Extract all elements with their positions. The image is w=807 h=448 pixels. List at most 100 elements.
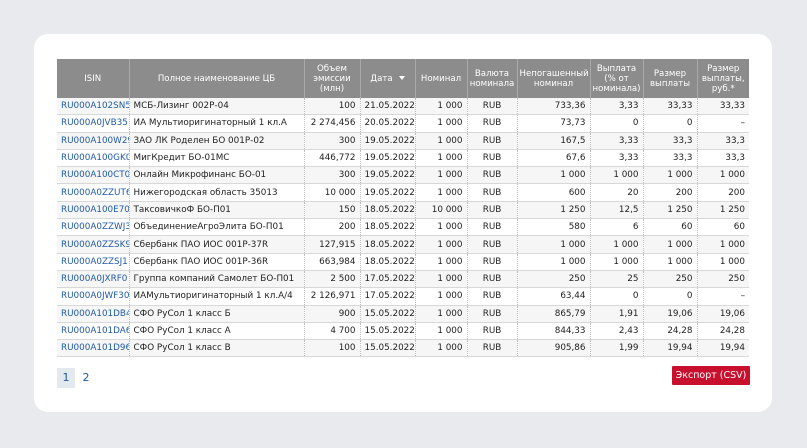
- cell-isin-link[interactable]: RU000A0JWF30: [57, 287, 130, 306]
- page-button-2[interactable]: 2: [77, 368, 95, 388]
- column-header-label: Дата: [370, 73, 393, 84]
- cell-payment-rub: 19,94: [697, 339, 749, 358]
- cell-date: 15.05.2022: [360, 305, 416, 323]
- cell-security-name: ИА Мультиоригинаторный 1 кл.А: [129, 114, 305, 133]
- cell-isin-link[interactable]: RU000A100CT0: [57, 166, 130, 185]
- column-header-date[interactable]: Дата: [360, 59, 416, 98]
- cell-security-name: СФО РуСол 1 класс А: [129, 322, 305, 341]
- column-header-label: Размер выплаты: [649, 68, 691, 89]
- table-row: RU000A0ZZUT6 Нижегородская область 35013 1…: [57, 183, 749, 202]
- column-header-isin[interactable]: ISIN: [57, 59, 130, 98]
- cell-nominal: 1 000: [415, 98, 468, 116]
- cell-outstanding-nominal: 844,33: [517, 322, 591, 341]
- cell-payment-rub: 19,06: [697, 305, 749, 323]
- cell-nominal: 1 000: [415, 183, 468, 202]
- cell-nominal: 1 000: [415, 218, 468, 237]
- cell-outstanding-nominal: 1 000: [517, 253, 591, 271]
- cell-payment-size: 1 000: [643, 166, 698, 185]
- table-row: RU000A101DB4 СФО РуСол 1 класс Б 900 15.05.…: [57, 305, 749, 323]
- cell-isin-link[interactable]: RU000A0ZZSJ1: [57, 253, 130, 271]
- column-header-outstanding-nominal[interactable]: Непогашенный номинал: [517, 59, 591, 98]
- cell-isin-link[interactable]: RU000A0ZZWJ3: [57, 218, 130, 237]
- cell-issue-volume: 150: [304, 201, 361, 220]
- cell-date: 18.05.2022: [360, 201, 416, 220]
- cell-payment-percent: 0: [590, 287, 644, 306]
- table-row: RU000A100GK0 МигКредит БО-01МС 446,772 19.0…: [57, 149, 749, 168]
- table-row: RU000A100W29 ЗАО ЛК Роделен БО 001Р-02 300…: [57, 132, 749, 150]
- cell-isin-link[interactable]: RU000A100E70: [57, 201, 130, 220]
- table-row: RU000A0ZZWJ3 ОбъединениеАгроЭлита БО-П01 2…: [57, 218, 749, 237]
- cell-payment-size: 250: [643, 270, 698, 289]
- cell-isin-link[interactable]: RU000A0ZZUT6: [57, 183, 130, 202]
- cell-security-name: ОбъединениеАгроЭлита БО-П01: [129, 218, 305, 237]
- cell-isin-link[interactable]: RU000A0JXRF0: [57, 270, 130, 289]
- table-row: RU000A0ZZSK9 Сбербанк ПАО ИОС 001Р-37R 127…: [57, 235, 749, 254]
- column-header-nominal[interactable]: Номинал: [415, 59, 468, 98]
- page-button-1[interactable]: 1: [57, 368, 75, 388]
- cell-currency: RUB: [467, 201, 518, 220]
- column-header-full-name[interactable]: Полное наименование ЦБ: [129, 59, 305, 98]
- cell-isin-link[interactable]: RU000A100W29: [57, 132, 130, 150]
- cell-payment-percent: 0: [590, 114, 644, 133]
- cell-currency: RUB: [467, 183, 518, 202]
- cell-currency: RUB: [467, 253, 518, 271]
- cell-outstanding-nominal: 63,44: [517, 287, 591, 306]
- cell-payment-percent: 12,5: [590, 201, 644, 220]
- cell-payment-size: 1 000: [643, 235, 698, 254]
- cell-isin-link[interactable]: RU000A100GK0: [57, 149, 130, 168]
- cell-payment-size: 200: [643, 183, 698, 202]
- cell-security-name: Сбербанк ПАО ИОС 001Р-36R: [129, 253, 305, 271]
- cell-nominal: 1 000: [415, 114, 468, 133]
- column-header-issue-volume[interactable]: Объем эмиссии (млн): [304, 59, 361, 98]
- cell-issue-volume: 663,984: [304, 253, 361, 271]
- cell-issue-volume: 2 274,456: [304, 114, 361, 133]
- cell-isin-link[interactable]: RU000A101D96: [57, 339, 130, 358]
- column-header-currency[interactable]: Валюта номинала: [467, 59, 518, 98]
- cell-outstanding-nominal: 1 250: [517, 201, 591, 220]
- cell-isin-link[interactable]: RU000A102SN5: [57, 98, 130, 116]
- cell-issue-volume: 200: [304, 218, 361, 237]
- cell-issue-volume: 4 700: [304, 322, 361, 341]
- cell-nominal: 1 000: [415, 339, 468, 358]
- cell-currency: RUB: [467, 339, 518, 358]
- cell-isin-link[interactable]: RU000A0ZZSK9: [57, 235, 130, 254]
- cell-payment-rub: 33,3: [697, 132, 749, 150]
- cell-payment-size: 19,94: [643, 339, 698, 358]
- column-header-payment-size[interactable]: Размер выплаты: [643, 59, 698, 98]
- cell-isin-link[interactable]: RU000A101DA6: [57, 322, 130, 341]
- cell-date: 21.05.2022: [360, 98, 416, 116]
- cell-payment-percent: 25: [590, 270, 644, 289]
- content-card: ISIN Полное наименование ЦБ Объем эмиссии …: [34, 34, 772, 412]
- cell-date: 18.05.2022: [360, 253, 416, 271]
- cell-security-name: СФО РуСол 1 класс Б: [129, 305, 305, 323]
- table-row: RU000A101D96 СФО РуСол 1 класс В 100 15.05.…: [57, 339, 749, 358]
- cell-currency: RUB: [467, 98, 518, 116]
- cell-security-name: Сбербанк ПАО ИОС 001Р-37R: [129, 235, 305, 254]
- column-header-label: ISIN: [84, 73, 102, 84]
- cell-issue-volume: 300: [304, 166, 361, 185]
- cell-date: 15.05.2022: [360, 339, 416, 358]
- cell-isin-link[interactable]: RU000A101DB4: [57, 305, 130, 323]
- column-header-payment-rub[interactable]: Размер выплаты, руб.*: [697, 59, 749, 98]
- cell-payment-percent: 1 000: [590, 253, 644, 271]
- cell-payment-size: 33,33: [643, 98, 698, 116]
- cell-payment-size: 1 000: [643, 253, 698, 271]
- cell-issue-volume: 2 500: [304, 270, 361, 289]
- cell-payment-percent: 1,99: [590, 339, 644, 358]
- cell-isin-link[interactable]: RU000A0JVB35: [57, 114, 130, 133]
- column-header-label: Полное наименование ЦБ: [157, 73, 276, 84]
- table-row: RU000A0JVB35 ИА Мультиоригинаторный 1 кл.…: [57, 114, 749, 133]
- cell-payment-percent: 1 000: [590, 235, 644, 254]
- cell-date: 19.05.2022: [360, 183, 416, 202]
- cell-payment-size: 1 250: [643, 201, 698, 220]
- cell-date: 17.05.2022: [360, 270, 416, 289]
- cell-date: 19.05.2022: [360, 166, 416, 185]
- column-header-payment-percent[interactable]: Выплата (% от номинала): [590, 59, 644, 98]
- cell-date: 18.05.2022: [360, 218, 416, 237]
- cell-nominal: 1 000: [415, 270, 468, 289]
- cell-payment-percent: 3,33: [590, 149, 644, 168]
- cell-date: 15.05.2022: [360, 322, 416, 341]
- export-csv-button[interactable]: Экспорт (CSV): [672, 366, 750, 398]
- cell-outstanding-nominal: 600: [517, 183, 591, 202]
- cell-issue-volume: 127,915: [304, 235, 361, 254]
